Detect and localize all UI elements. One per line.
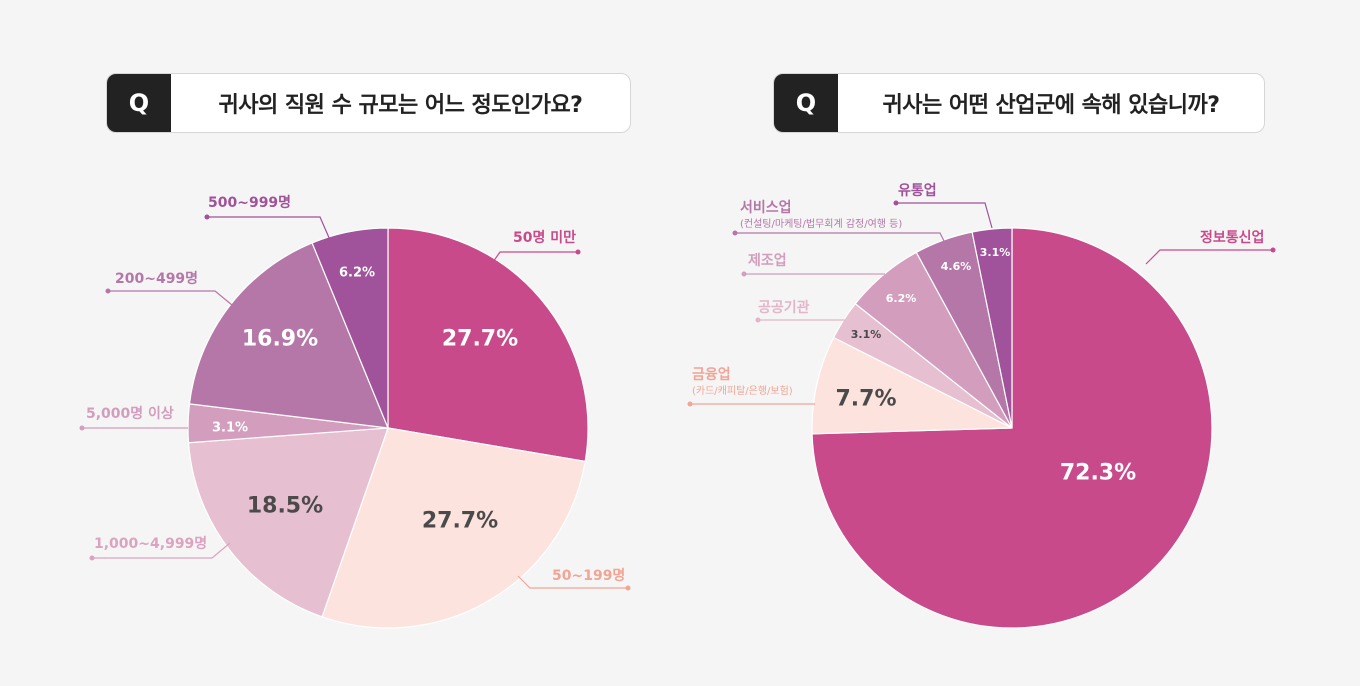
- pie-slice: [187, 427, 389, 618]
- category-label: 5,000명 이상: [86, 405, 174, 422]
- category-label: 정보통신업: [1200, 229, 1264, 246]
- category-label: 500~999명: [208, 194, 291, 211]
- category-label: 금융업: [692, 367, 731, 383]
- category-label: 공공기관: [758, 299, 810, 316]
- leader-dot: [893, 200, 899, 206]
- category-sublabel: (카드/캐피탈/은행/보험): [692, 384, 793, 397]
- leader-dot: [732, 230, 738, 236]
- leader-line: [207, 216, 331, 241]
- category-label: 1,000~4,999명: [94, 535, 207, 552]
- leader-line: [735, 232, 946, 244]
- question-box-employees: Q 귀사의 직원 수 규모는 어느 정도인가요?: [106, 73, 631, 133]
- leader-line: [1145, 249, 1273, 265]
- q-badge: Q: [107, 74, 171, 132]
- leader-dot: [1270, 247, 1276, 253]
- category-label: 제조업: [748, 253, 787, 269]
- leader-line: [92, 542, 231, 559]
- leader-dot: [89, 555, 95, 561]
- leader-dot: [687, 401, 693, 407]
- category-label: 유통업: [898, 183, 937, 199]
- q-badge: Q: [774, 74, 838, 132]
- slice-value-label: 6.2%: [339, 266, 375, 281]
- category-label: 서비스업: [740, 200, 792, 216]
- slice-value-label: 6.2%: [886, 292, 917, 305]
- category-label: 50명 미만: [513, 229, 576, 246]
- slice-value-label: 27.7%: [422, 509, 498, 534]
- slice-value-label: 4.6%: [941, 260, 972, 273]
- leader-dot: [105, 288, 111, 294]
- chart-title: 귀사는 어떤 산업군에 속해 있습니까?: [882, 93, 1221, 118]
- leader-line: [896, 202, 993, 229]
- slice-value-label: 3.1%: [980, 246, 1011, 259]
- leader-dot: [741, 271, 747, 277]
- slice-value-label: 16.9%: [242, 327, 318, 352]
- slice-value-label: 7.7%: [835, 387, 896, 412]
- pie-slice: [188, 242, 389, 429]
- pie-slice: [971, 227, 1013, 429]
- pie-slice: [311, 227, 389, 429]
- leader-dot: [79, 425, 85, 431]
- leader-line: [108, 290, 233, 306]
- slice-value-label: 18.5%: [247, 494, 323, 519]
- question-box-industry: Q 귀사는 어떤 산업군에 속해 있습니까?: [773, 73, 1265, 133]
- slice-value-label: 27.7%: [442, 327, 518, 352]
- slice-value-label: 3.1%: [212, 421, 248, 436]
- category-label: 50~199명: [552, 567, 625, 584]
- leader-dot: [625, 585, 631, 591]
- leader-line: [517, 575, 628, 589]
- pie-slice: [387, 227, 589, 463]
- category-label: 200~499명: [115, 270, 198, 287]
- leader-line: [492, 251, 578, 263]
- slice-value-label: 72.3%: [1060, 461, 1136, 486]
- leader-dot: [575, 249, 581, 255]
- leader-dot: [204, 214, 210, 220]
- category-sublabel: (컨설팅/마케팅/법무회계 감정/여행 등): [740, 218, 902, 230]
- leader-dot: [755, 317, 761, 323]
- slice-value-label: 3.1%: [851, 328, 882, 341]
- pie-slice: [811, 336, 1013, 435]
- chart-title: 귀사의 직원 수 규모는 어느 정도인가요?: [218, 93, 583, 118]
